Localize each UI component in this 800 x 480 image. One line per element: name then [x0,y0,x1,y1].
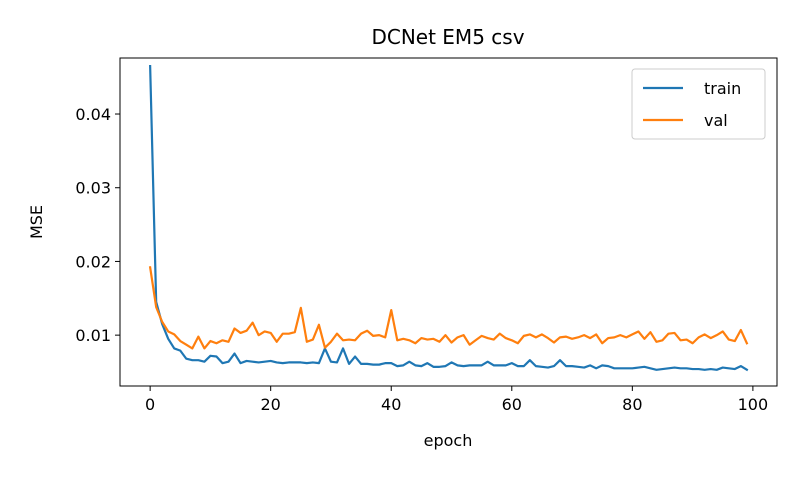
chart-title: DCNet EM5 csv [371,25,524,49]
y-axis: 0.01 0.02 0.03 0.04 [75,105,120,345]
y-tick-label: 0.02 [75,252,111,271]
x-tick-label: 60 [502,395,522,414]
x-tick-label: 80 [622,395,642,414]
plot-area [148,64,749,372]
legend-box [631,68,766,140]
x-tick-label: 0 [145,395,155,414]
x-axis-label: epoch [424,431,473,450]
x-tick-label: 20 [261,395,281,414]
y-axis-label: MSE [27,205,46,239]
legend-label-val: val [704,111,728,130]
series-line-train [149,64,749,372]
x-tick-label: 40 [381,395,401,414]
y-tick-label: 0.04 [75,105,111,124]
plot-frame [119,57,778,387]
y-tick-label: 0.03 [75,179,111,198]
legend-label-train: train [704,79,741,98]
series-line-val [148,266,749,350]
legend: train val [631,68,766,140]
x-tick-label: 100 [738,395,769,414]
x-axis: 0 20 40 60 80 100 [145,386,768,414]
y-tick-label: 0.01 [75,326,111,345]
